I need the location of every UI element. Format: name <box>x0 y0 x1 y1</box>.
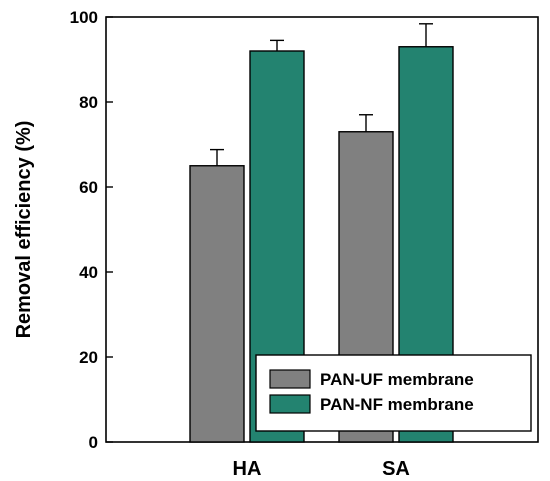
y-tick-label: 100 <box>70 8 98 27</box>
legend-label-uf: PAN-UF membrane <box>320 370 474 389</box>
legend-box <box>255 354 532 432</box>
y-axis-label: Removal efficiency (%) <box>13 121 35 339</box>
x-tick-label-ha: HA <box>233 458 262 480</box>
y-tick-label: 40 <box>79 263 98 282</box>
plot-frame <box>105 16 539 443</box>
y-tick-label: 0 <box>89 433 98 452</box>
legend-swatch-nf <box>269 394 311 414</box>
bar-ha-uf <box>189 165 245 443</box>
y-tick-label: 60 <box>79 178 98 197</box>
legend: PAN-UF membrane PAN-NF membrane <box>255 354 532 432</box>
axes: 0 20 40 60 80 100 HA SA <box>70 8 410 480</box>
error-bars <box>210 23 433 166</box>
x-tick-label-sa: SA <box>382 458 410 480</box>
legend-label-nf: PAN-NF membrane <box>320 395 474 414</box>
y-tick-label: 80 <box>79 93 98 112</box>
legend-swatch-uf <box>269 369 311 389</box>
y-tick-label: 20 <box>79 348 98 367</box>
